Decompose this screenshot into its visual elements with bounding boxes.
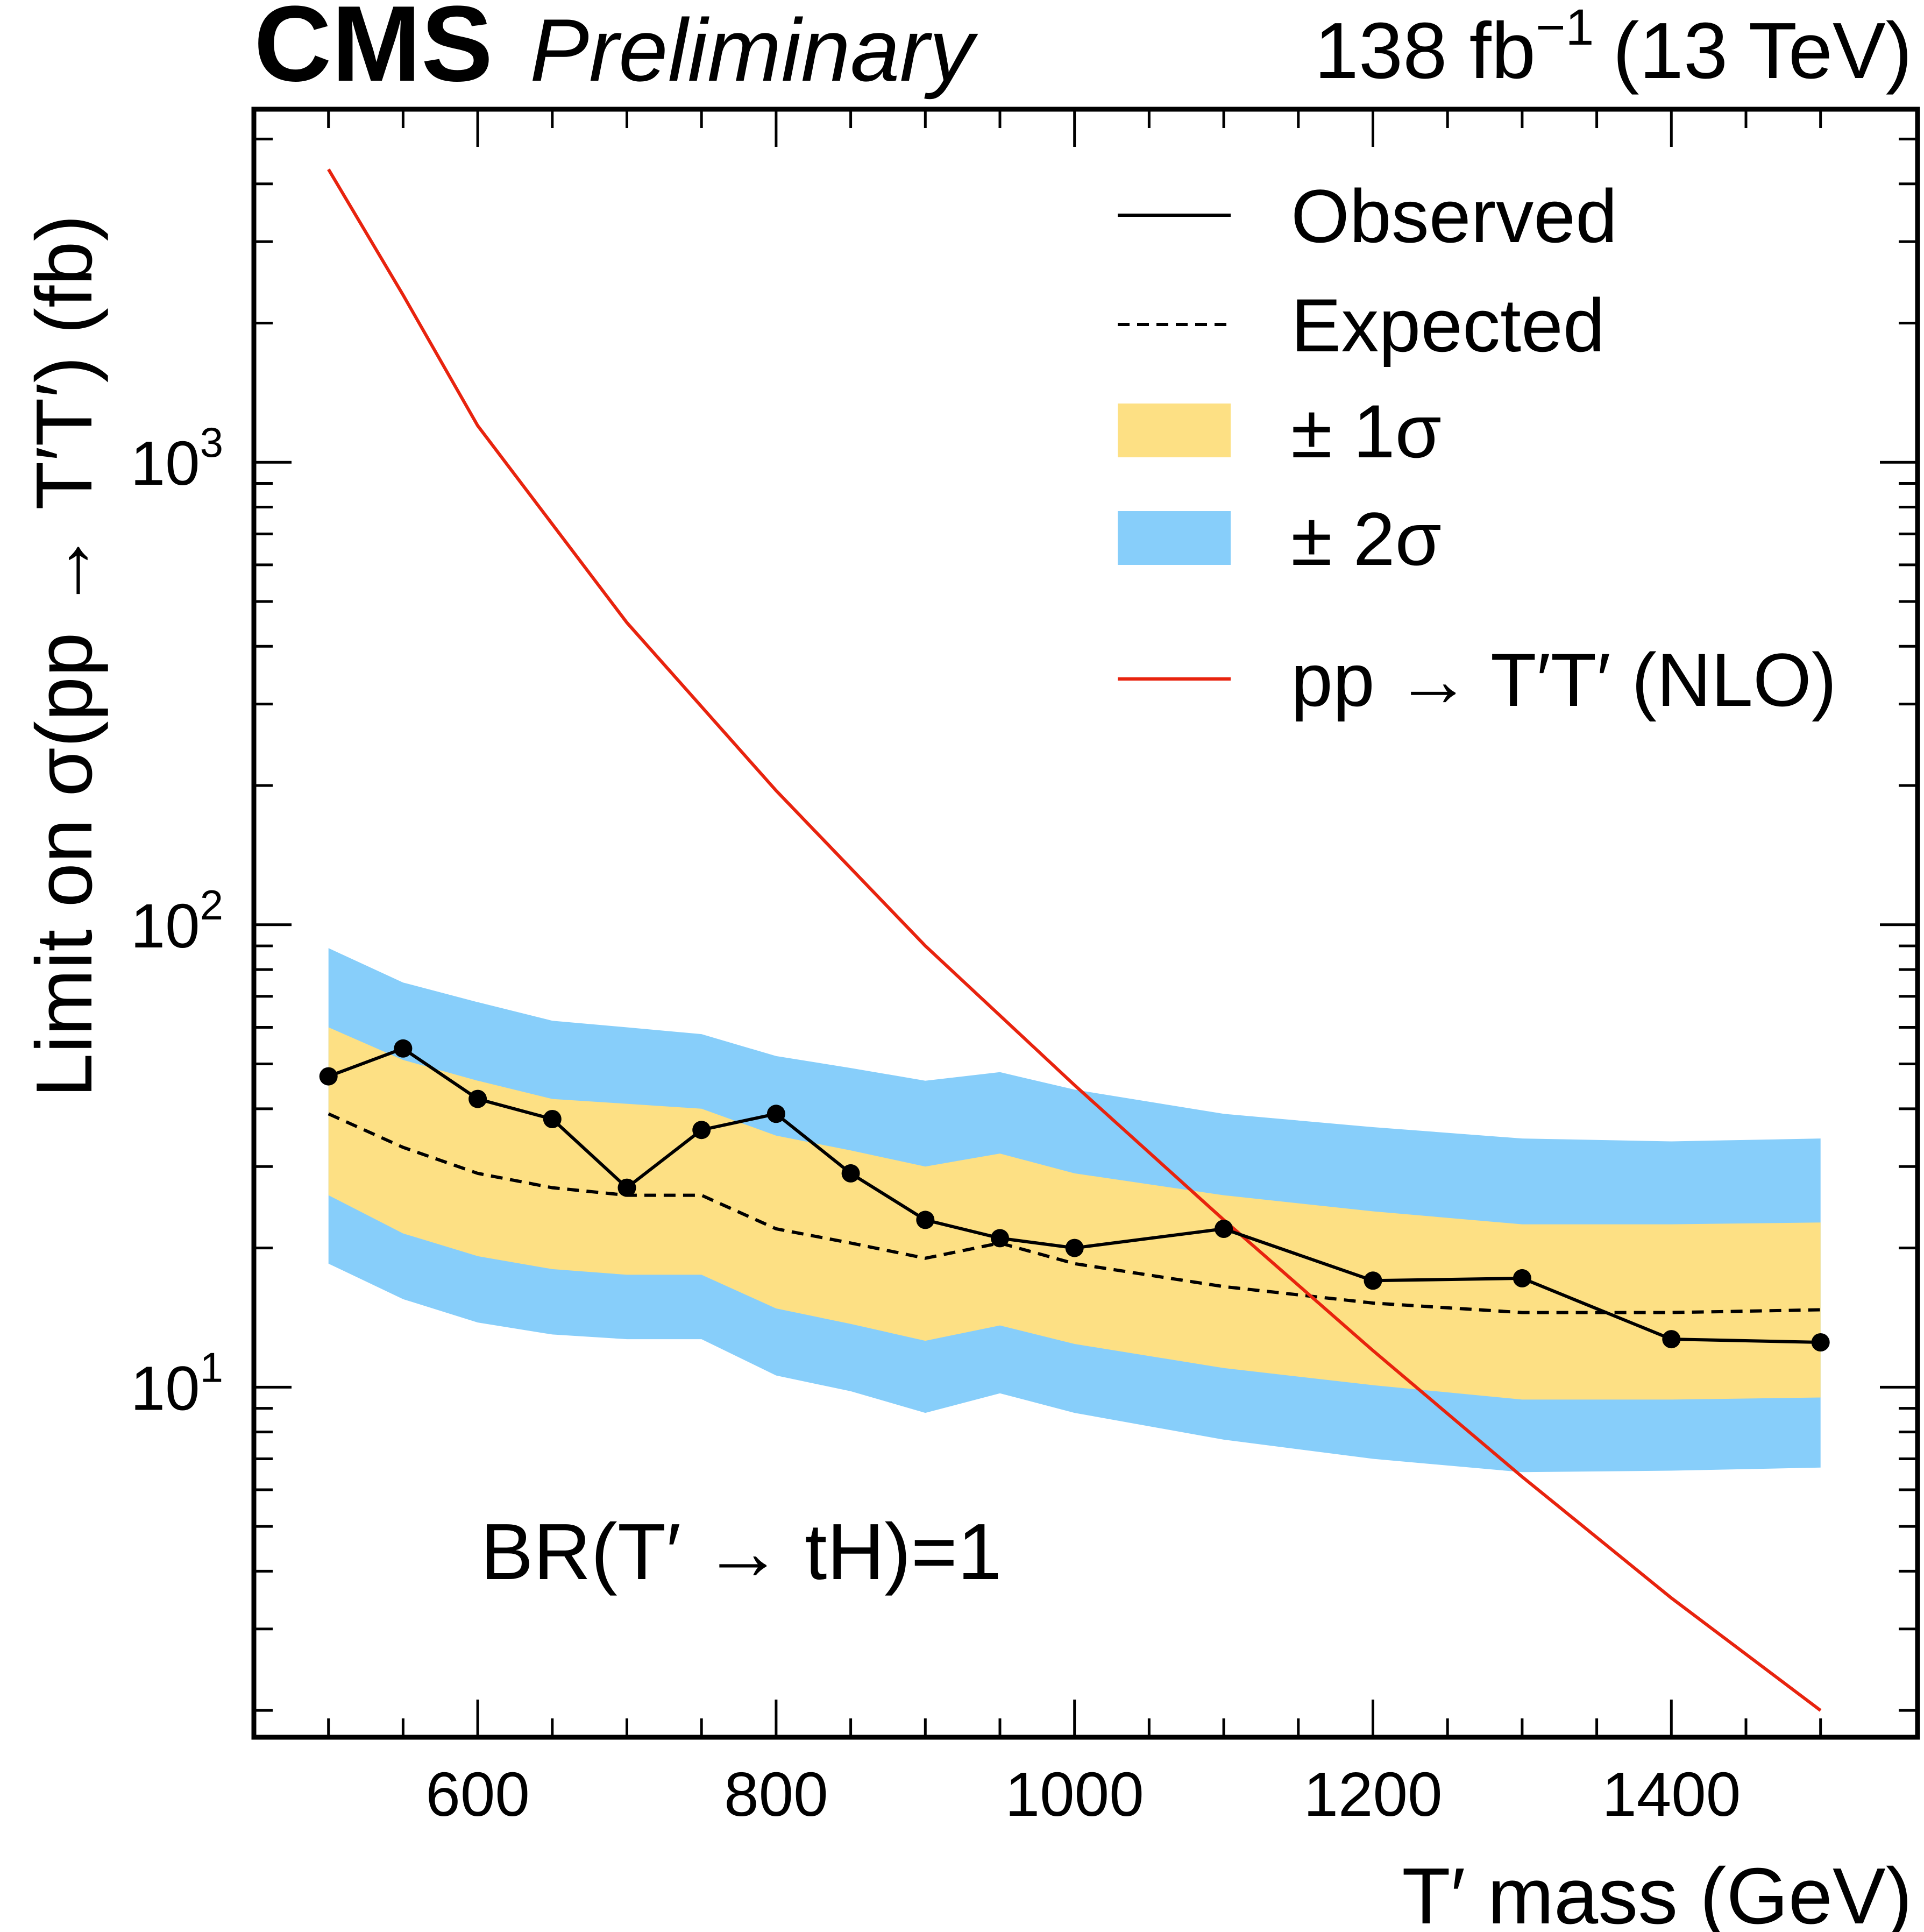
legend-label: ± 1σ <box>1291 389 1442 473</box>
observed-point <box>1065 1239 1084 1257</box>
lumi-label: 138 fb−1 (13 TeV) <box>1315 0 1912 95</box>
observed-point <box>617 1178 636 1197</box>
observed-point <box>1513 1269 1531 1287</box>
observed-point <box>1662 1330 1681 1349</box>
x-tick-label: 1200 <box>1303 1759 1442 1829</box>
plot-frame <box>251 107 1920 1740</box>
legend-2sigma-swatch <box>1118 511 1231 565</box>
x-axis-title: T′ mass (GeV) <box>1402 1852 1912 1932</box>
x-tick-label: 800 <box>724 1759 828 1829</box>
x-tick-label: 1400 <box>1602 1759 1741 1829</box>
observed-point <box>468 1089 487 1108</box>
legend-1sigma-swatch <box>1118 404 1231 457</box>
y-tick-label: 102 <box>131 881 223 961</box>
legend-label: pp → T′T′ (NLO) <box>1291 638 1837 722</box>
observed-point <box>766 1105 785 1123</box>
observed-limit-line <box>328 1046 1821 1344</box>
observed-point <box>319 1067 338 1086</box>
observed-points <box>319 1039 1830 1351</box>
observed-point <box>394 1039 413 1058</box>
preliminary-label: Preliminary <box>530 1 978 100</box>
lumi-unit-exponent: −1 <box>1536 0 1594 56</box>
legend-label: ± 2σ <box>1291 497 1442 581</box>
observed-point <box>692 1121 711 1140</box>
observed-point <box>841 1164 860 1183</box>
observed-point <box>916 1211 935 1229</box>
x-tick-labels: 600 800 1000 1200 1400 <box>425 1759 1741 1829</box>
x-tick-label: 1000 <box>1005 1759 1144 1829</box>
x-tick-label: 600 <box>425 1759 530 1829</box>
y-tick-labels: 101 102 103 <box>131 419 223 1423</box>
expected-limit-line <box>328 1112 1821 1314</box>
legend-label: Observed <box>1291 174 1617 258</box>
cms-label: CMS <box>254 0 493 104</box>
uncertainty-bands <box>328 948 1821 1473</box>
limit-lines <box>327 168 1822 1712</box>
branching-ratio-annotation: BR(T′ → tH)=1 <box>480 1508 1002 1596</box>
observed-point <box>1811 1333 1830 1351</box>
observed-point <box>1364 1271 1382 1290</box>
legend: Observed Expected ± 1σ ± 2σ pp → T′T′ (NLO) <box>1118 174 1837 722</box>
y-tick-label: 103 <box>131 419 223 498</box>
observed-point <box>1215 1220 1233 1238</box>
axis-ticks <box>254 109 1918 1737</box>
lumi-value: 138 fb <box>1315 6 1536 95</box>
theory-nlo-line <box>327 168 1822 1712</box>
energy-value: (13 TeV) <box>1613 6 1912 95</box>
observed-point <box>543 1110 562 1128</box>
legend-label: Expected <box>1291 283 1605 367</box>
observed-point <box>991 1229 1009 1248</box>
y-tick-label: 101 <box>131 1343 223 1423</box>
y-axis-title: Limit on σ(pp → T′T′) (fb) <box>20 215 109 1098</box>
